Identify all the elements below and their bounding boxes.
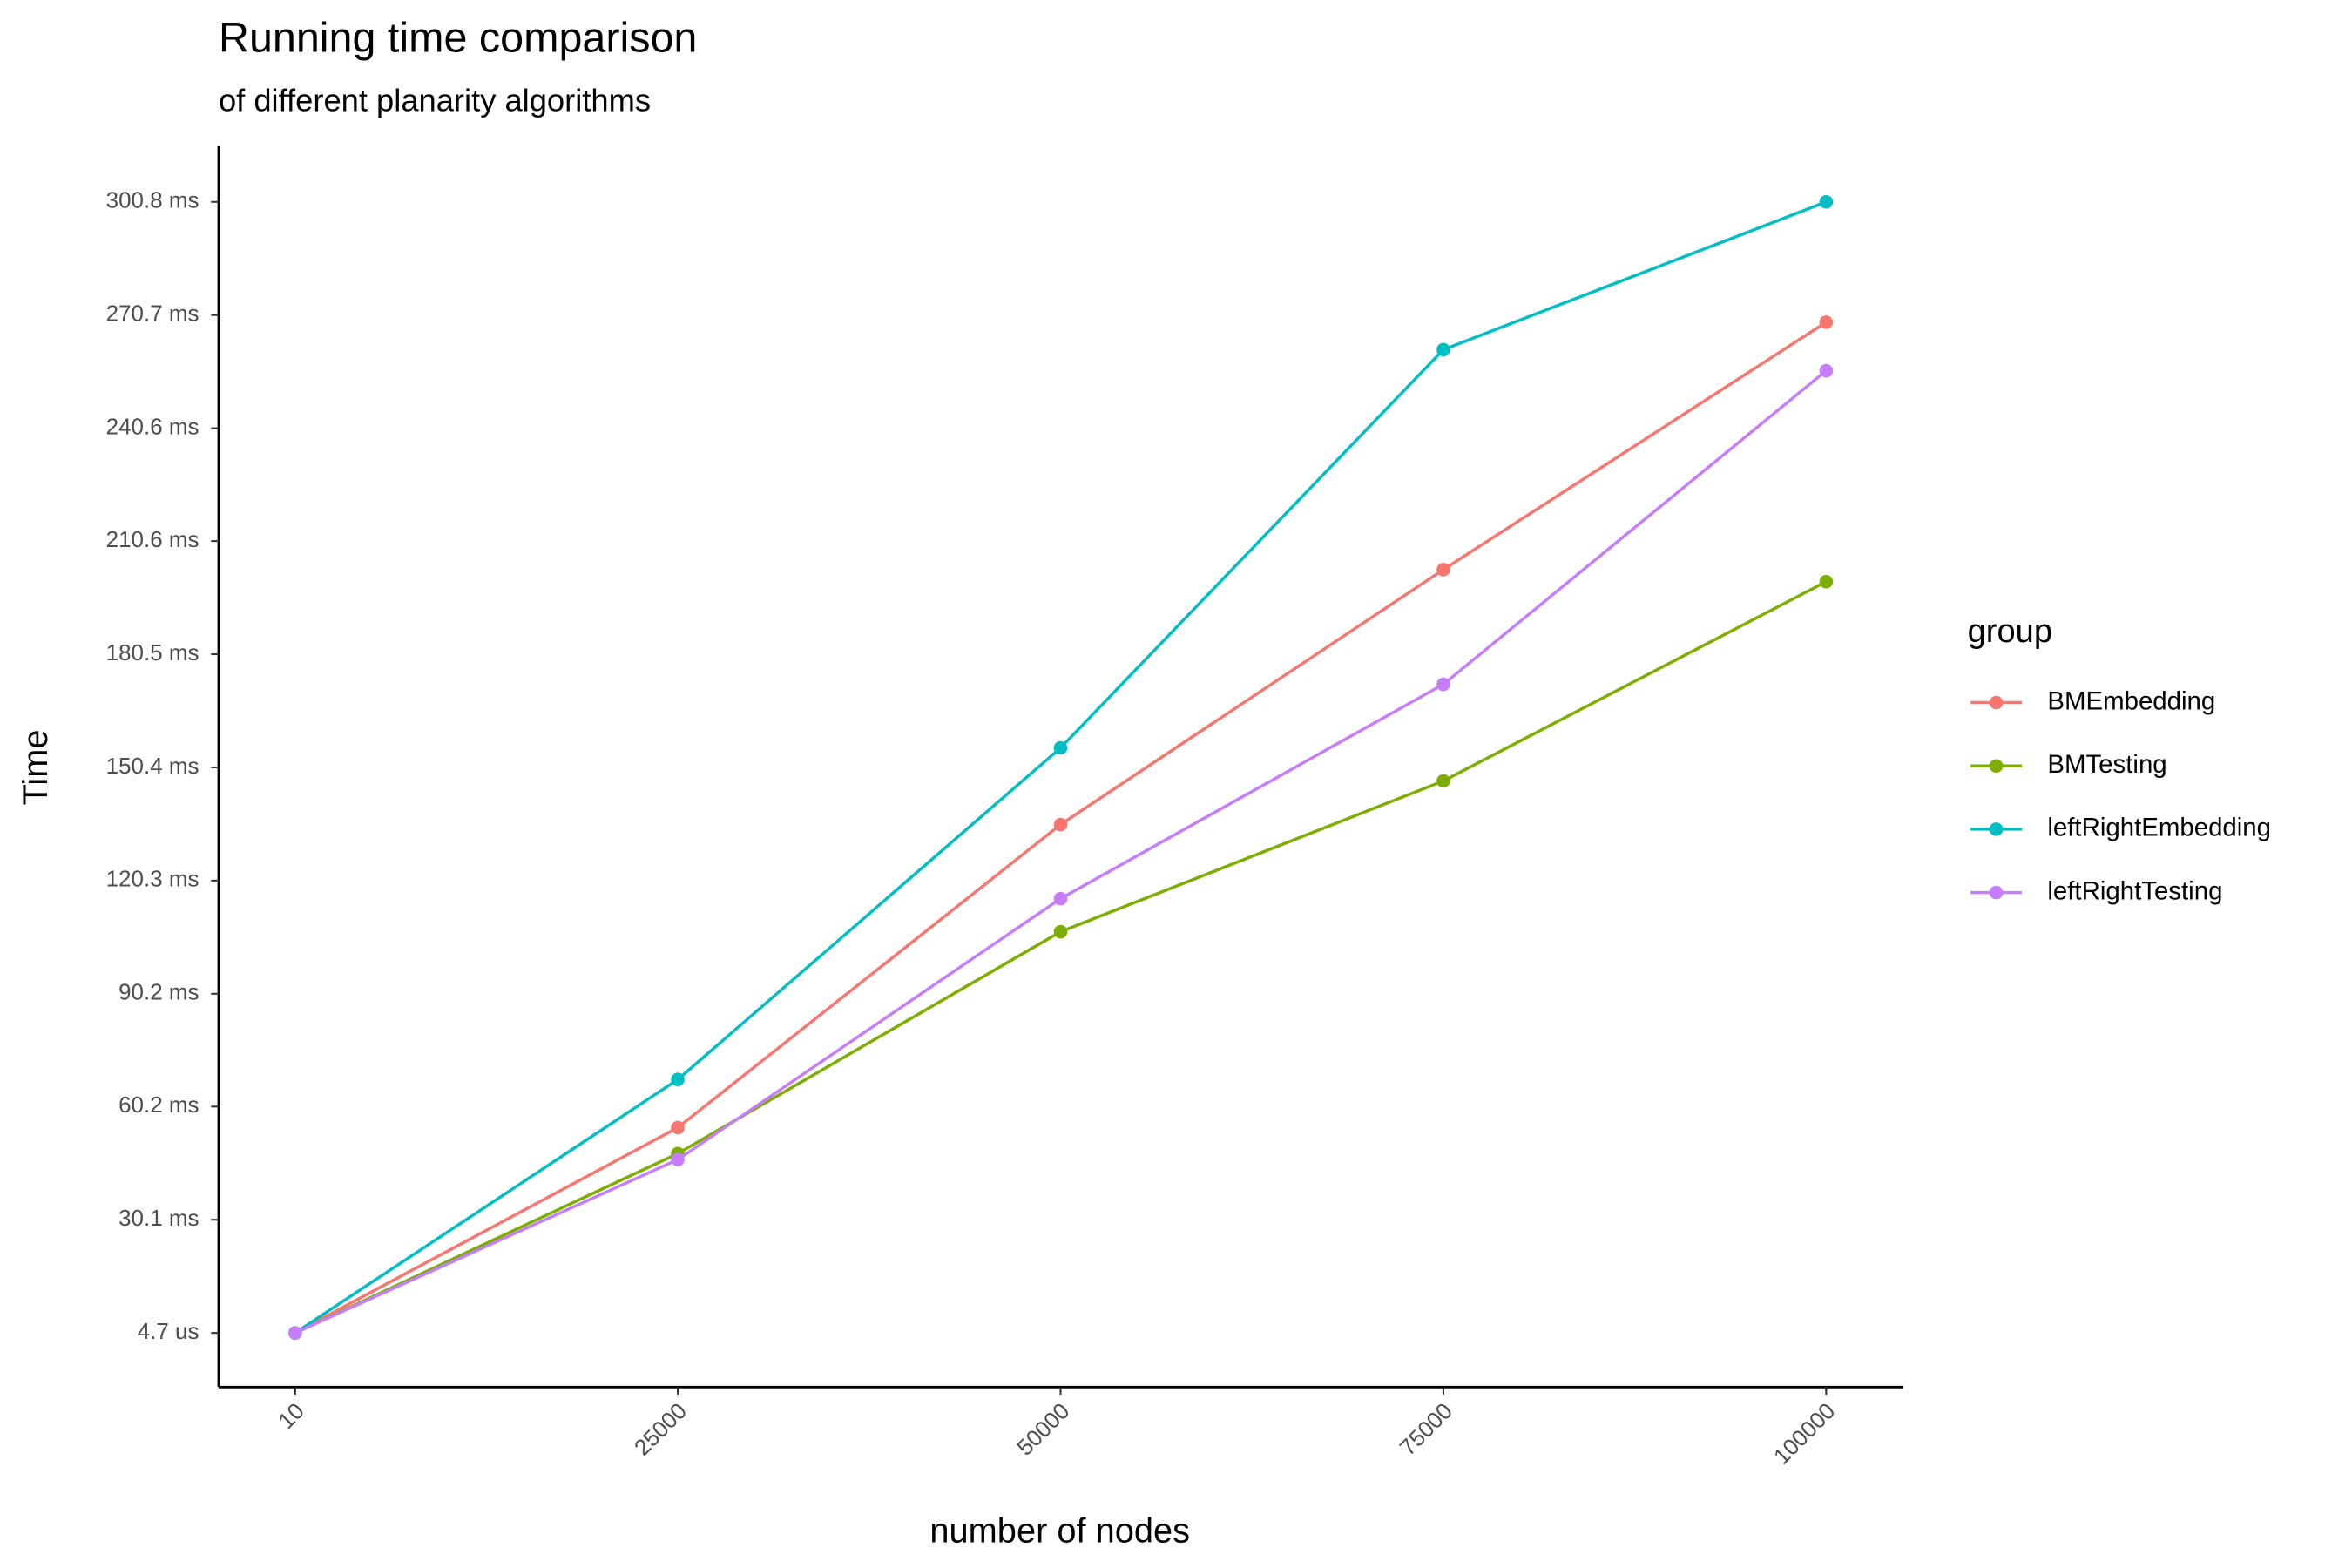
data-point bbox=[288, 1326, 302, 1340]
data-point bbox=[1819, 315, 1834, 329]
x-tick-label: 50000 bbox=[1011, 1397, 1074, 1460]
y-tick-label: 60.2 ms bbox=[118, 1092, 199, 1118]
legend-key-point bbox=[1989, 695, 2004, 710]
y-tick-label: 180.5 ms bbox=[106, 639, 199, 666]
legend-label: leftRightTesting bbox=[2047, 876, 2222, 905]
y-tick-label: 120.3 ms bbox=[106, 866, 199, 892]
y-tick-label: 240.6 ms bbox=[106, 413, 199, 439]
legend-key-point bbox=[1989, 885, 2004, 900]
data-point bbox=[1436, 563, 1450, 577]
y-axis-title: Time bbox=[17, 729, 55, 805]
legend-label: leftRightEmbedding bbox=[2047, 814, 2271, 842]
legend-label: BMTesting bbox=[2047, 750, 2166, 779]
x-tick-label: 75000 bbox=[1395, 1397, 1457, 1460]
data-point bbox=[671, 1072, 685, 1087]
data-point bbox=[1436, 774, 1450, 788]
data-point bbox=[1053, 817, 1068, 832]
x-tick-label: 25000 bbox=[629, 1397, 692, 1460]
data-point bbox=[1053, 891, 1068, 906]
data-point bbox=[1819, 363, 1834, 378]
legend-key-point bbox=[1989, 822, 2004, 836]
chart-title: Running time comparison bbox=[219, 15, 697, 62]
y-tick-label: 270.7 ms bbox=[106, 301, 199, 327]
x-tick-label: 100000 bbox=[1768, 1397, 1840, 1469]
chart-subtitle: of different planarity algorithms bbox=[219, 82, 651, 118]
y-tick-label: 150.4 ms bbox=[106, 753, 199, 779]
legend-label: BMEmbedding bbox=[2047, 686, 2215, 715]
series-line bbox=[294, 200, 1827, 1335]
data-point bbox=[671, 1152, 685, 1166]
x-axis-title: number of nodes bbox=[929, 1512, 1190, 1551]
data-point bbox=[1053, 740, 1068, 755]
data-point bbox=[1819, 574, 1834, 589]
y-tick-label: 30.1 ms bbox=[118, 1205, 199, 1231]
series-line bbox=[294, 580, 1828, 1335]
y-tick-label: 300.8 ms bbox=[106, 187, 199, 213]
data-point bbox=[671, 1120, 685, 1135]
legend-title: group bbox=[1968, 613, 2052, 650]
legend-key-point bbox=[1989, 759, 2004, 774]
y-tick-label: 4.7 us bbox=[138, 1318, 199, 1344]
data-point bbox=[1436, 677, 1450, 692]
x-tick-label: 10 bbox=[273, 1397, 309, 1434]
y-tick-label: 210.6 ms bbox=[106, 526, 199, 552]
y-tick-label: 90.2 ms bbox=[118, 979, 199, 1005]
series-line bbox=[294, 369, 1828, 1335]
data-point bbox=[1053, 924, 1068, 939]
data-point bbox=[1436, 342, 1450, 357]
data-point bbox=[1819, 194, 1834, 209]
